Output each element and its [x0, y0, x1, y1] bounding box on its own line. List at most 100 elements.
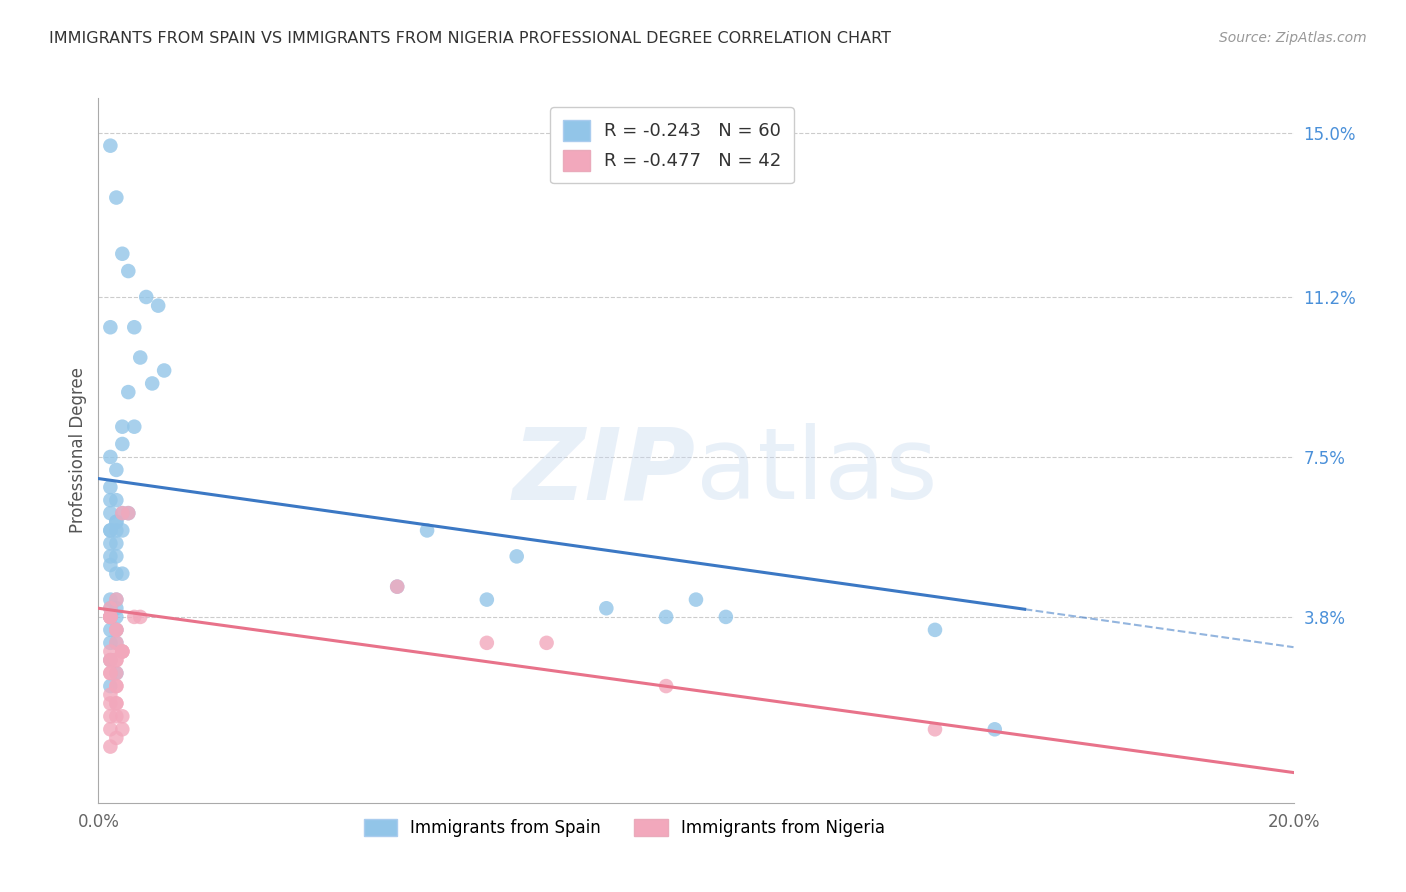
- Point: [111, 644, 134, 658]
- Point: [98, 549, 122, 564]
- Point: [105, 709, 128, 723]
- Point: [105, 190, 128, 204]
- Point: [385, 580, 409, 594]
- Point: [105, 679, 128, 693]
- Point: [105, 549, 128, 564]
- Point: [416, 524, 439, 538]
- Point: [98, 610, 122, 624]
- Point: [117, 506, 139, 520]
- Point: [385, 580, 409, 594]
- Point: [595, 601, 617, 615]
- Point: [105, 592, 128, 607]
- Point: [124, 419, 146, 434]
- Point: [655, 610, 678, 624]
- Point: [111, 644, 134, 658]
- Y-axis label: Professional Degree: Professional Degree: [69, 368, 87, 533]
- Point: [111, 246, 134, 260]
- Text: Source: ZipAtlas.com: Source: ZipAtlas.com: [1219, 31, 1367, 45]
- Point: [105, 515, 128, 529]
- Point: [105, 666, 128, 681]
- Point: [129, 351, 152, 365]
- Point: [98, 653, 122, 667]
- Point: [105, 666, 128, 681]
- Point: [148, 299, 170, 313]
- Point: [98, 320, 122, 334]
- Point: [105, 610, 128, 624]
- Point: [98, 666, 122, 681]
- Point: [117, 385, 139, 400]
- Text: atlas: atlas: [696, 423, 938, 520]
- Point: [98, 666, 122, 681]
- Point: [714, 610, 737, 624]
- Point: [98, 723, 122, 737]
- Point: [105, 636, 128, 650]
- Point: [111, 524, 134, 538]
- Point: [98, 536, 122, 550]
- Point: [105, 636, 128, 650]
- Point: [124, 320, 146, 334]
- Point: [111, 709, 134, 723]
- Point: [98, 636, 122, 650]
- Point: [105, 653, 128, 667]
- Point: [117, 506, 139, 520]
- Point: [105, 623, 128, 637]
- Legend: Immigrants from Spain, Immigrants from Nigeria: Immigrants from Spain, Immigrants from N…: [357, 813, 891, 844]
- Point: [124, 610, 146, 624]
- Point: [98, 644, 122, 658]
- Point: [98, 610, 122, 624]
- Point: [111, 566, 134, 581]
- Point: [111, 723, 134, 737]
- Point: [685, 592, 707, 607]
- Point: [141, 376, 163, 391]
- Point: [506, 549, 529, 564]
- Point: [105, 697, 128, 711]
- Point: [105, 566, 128, 581]
- Point: [98, 480, 122, 494]
- Point: [98, 697, 122, 711]
- Point: [924, 623, 946, 637]
- Point: [105, 697, 128, 711]
- Point: [105, 601, 128, 615]
- Point: [98, 592, 122, 607]
- Point: [105, 679, 128, 693]
- Point: [129, 610, 152, 624]
- Point: [98, 623, 122, 637]
- Point: [98, 558, 122, 572]
- Point: [111, 506, 134, 520]
- Point: [105, 463, 128, 477]
- Point: [924, 723, 946, 737]
- Point: [536, 636, 558, 650]
- Point: [105, 623, 128, 637]
- Point: [98, 739, 122, 754]
- Point: [98, 450, 122, 464]
- Point: [98, 610, 122, 624]
- Point: [98, 688, 122, 702]
- Point: [105, 515, 128, 529]
- Point: [98, 653, 122, 667]
- Text: ZIP: ZIP: [513, 423, 696, 520]
- Point: [98, 601, 122, 615]
- Point: [98, 524, 122, 538]
- Point: [98, 138, 122, 153]
- Point: [105, 524, 128, 538]
- Point: [111, 506, 134, 520]
- Point: [98, 610, 122, 624]
- Point: [98, 524, 122, 538]
- Point: [98, 653, 122, 667]
- Point: [117, 264, 139, 278]
- Point: [98, 709, 122, 723]
- Point: [98, 601, 122, 615]
- Point: [111, 419, 134, 434]
- Point: [475, 592, 498, 607]
- Point: [105, 731, 128, 745]
- Point: [153, 363, 176, 377]
- Point: [98, 610, 122, 624]
- Point: [105, 536, 128, 550]
- Point: [98, 679, 122, 693]
- Point: [98, 506, 122, 520]
- Point: [98, 493, 122, 508]
- Point: [984, 723, 1007, 737]
- Point: [475, 636, 498, 650]
- Text: IMMIGRANTS FROM SPAIN VS IMMIGRANTS FROM NIGERIA PROFESSIONAL DEGREE CORRELATION: IMMIGRANTS FROM SPAIN VS IMMIGRANTS FROM…: [49, 31, 891, 46]
- Point: [105, 592, 128, 607]
